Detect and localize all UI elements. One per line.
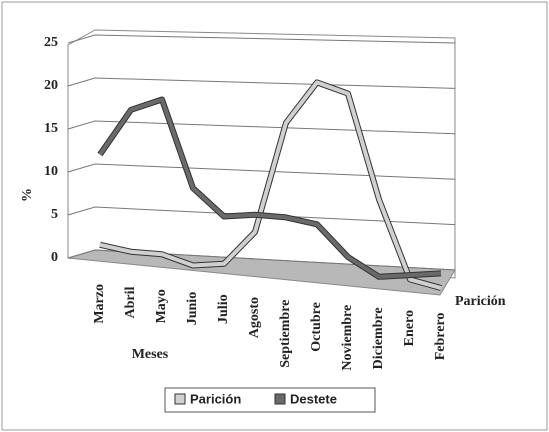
- y-tick-label: 5: [51, 207, 58, 222]
- x-tick-label: Septiembre: [278, 300, 293, 368]
- walls: [67, 29, 456, 279]
- grid-line: [67, 120, 456, 135]
- x-tick-label: Abril: [123, 286, 138, 318]
- legend-label: Destete: [290, 391, 337, 406]
- legend-swatch: [174, 393, 186, 405]
- x-tick-label: Diciembre: [371, 307, 386, 369]
- x-axis-label: Meses: [132, 347, 169, 362]
- line-series: [99, 80, 442, 290]
- grid-line: [67, 249, 456, 271]
- grid-line: [67, 34, 456, 44]
- legend-box: [164, 387, 376, 413]
- grid-line: [67, 163, 456, 180]
- x-tick-label: Noviembre: [340, 305, 355, 371]
- grid-line: [67, 77, 456, 89]
- x-tick-label: Mayo: [154, 289, 169, 323]
- y-tick-label: 0: [51, 250, 58, 265]
- y-tick-label: 20: [44, 78, 58, 93]
- x-tick-label: Febrero: [433, 313, 448, 361]
- depth-label: Parición: [455, 294, 506, 309]
- x-tick-label: Octubre: [309, 302, 324, 352]
- y-tick-label: 25: [44, 35, 58, 50]
- y-axis-label: %: [20, 188, 35, 202]
- x-tick-label: Julio: [216, 294, 231, 324]
- y-tick-label: 15: [44, 121, 58, 136]
- y-tick-label: 10: [44, 164, 58, 179]
- x-tick-label: Enero: [402, 310, 417, 346]
- x-tick-label: Junio: [185, 292, 200, 325]
- x-tick-label: Agosto: [247, 297, 262, 338]
- line-series: [98, 97, 442, 279]
- legend-label: Parición: [190, 391, 241, 406]
- grid-line: [67, 206, 456, 226]
- legend-swatch: [274, 393, 286, 405]
- x-tick-label: Marzo: [92, 284, 107, 324]
